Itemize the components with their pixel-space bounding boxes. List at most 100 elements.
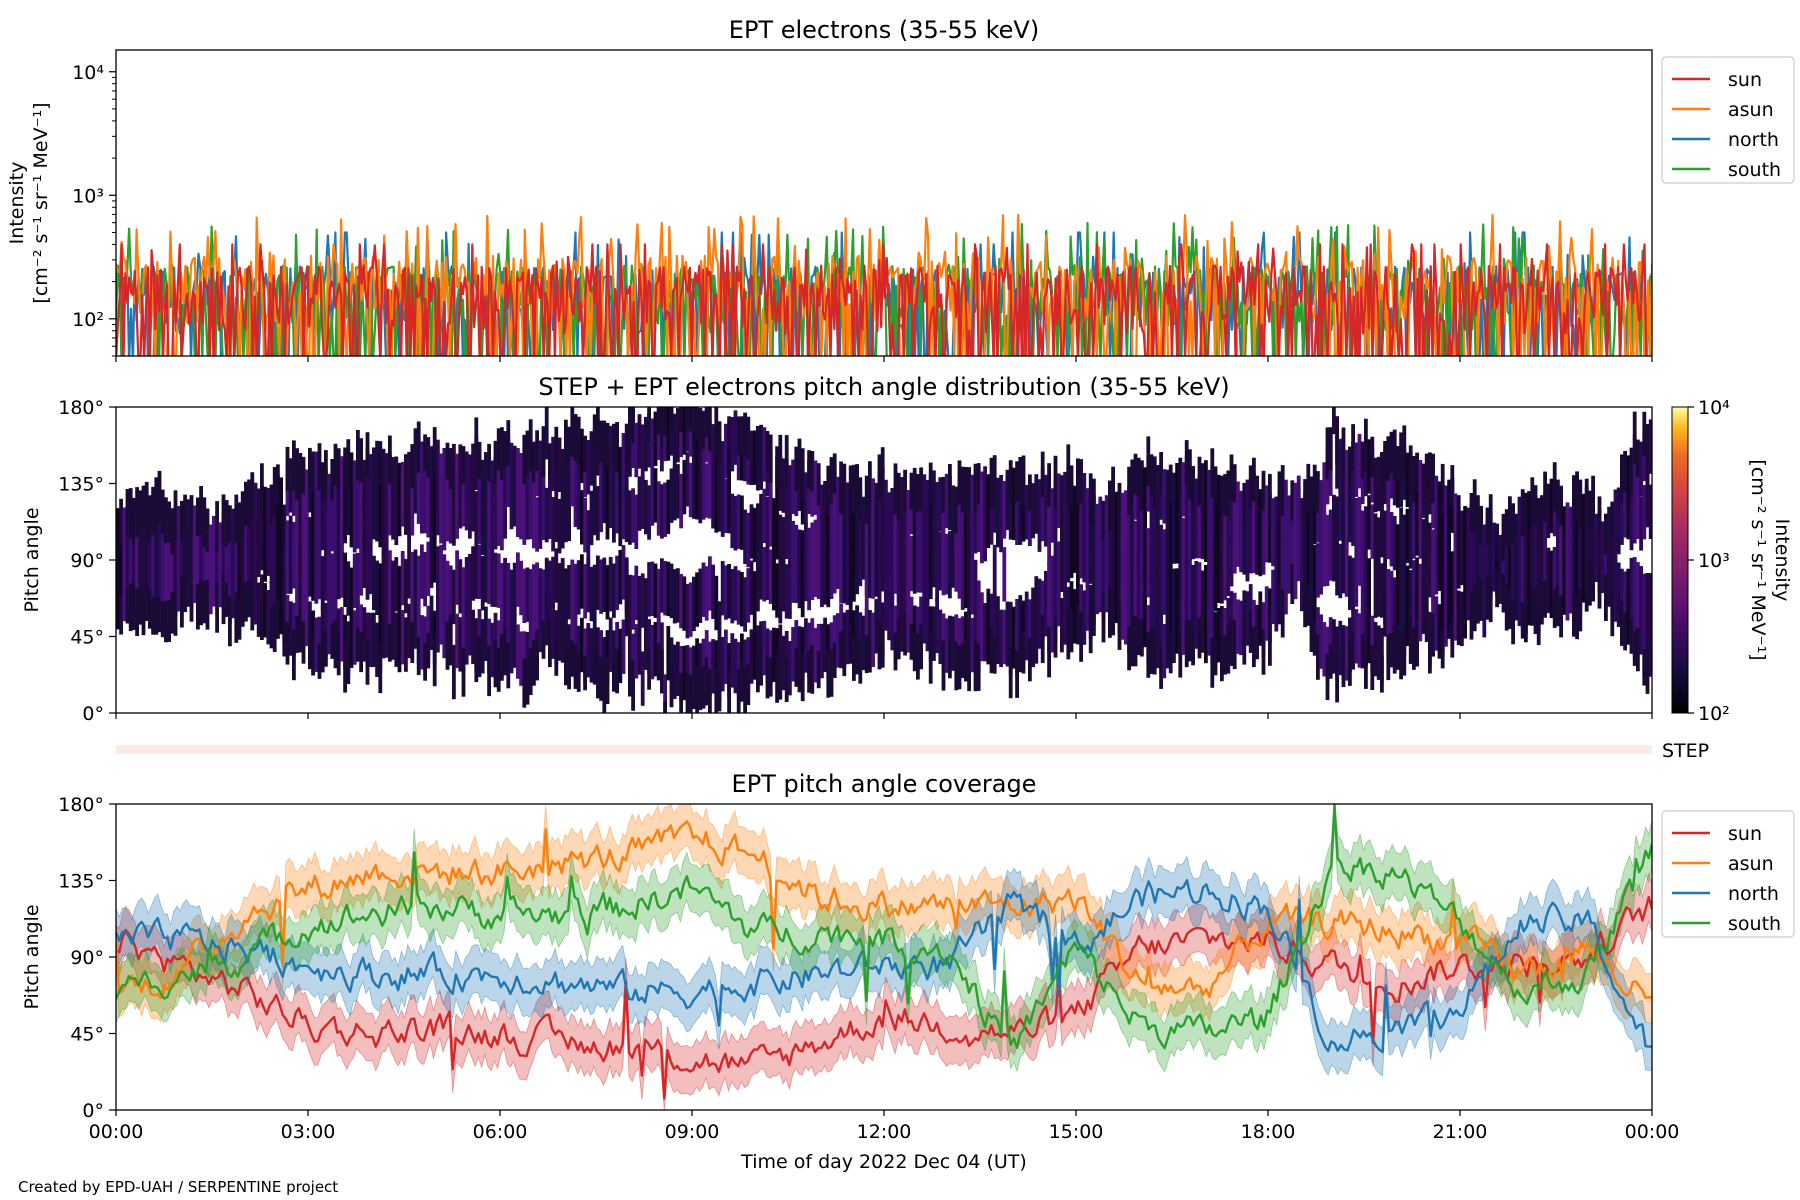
heatmap-cell (1645, 573, 1650, 628)
heatmap-cell (1351, 632, 1355, 670)
heatmap-cell (413, 549, 418, 604)
heatmap-cell (1002, 481, 1007, 536)
heatmap-cell (1143, 520, 1147, 576)
heatmap-cell (1431, 529, 1435, 584)
heatmap-cell (1293, 521, 1298, 576)
heatmap-cell (1524, 492, 1528, 532)
heatmap-cell (503, 557, 507, 613)
heatmap-cell (880, 629, 885, 668)
heatmap-cell (634, 422, 639, 478)
heatmap-cell (480, 459, 485, 515)
heatmap-cell (560, 608, 565, 663)
heatmap-cell (1149, 628, 1154, 674)
heatmap-cell (1424, 549, 1429, 604)
heatmap-cell (1335, 541, 1339, 596)
heatmap-cell (592, 480, 597, 536)
heatmap-cell (1559, 532, 1563, 587)
heatmap-cell (400, 461, 405, 517)
heatmap-cell (1396, 446, 1400, 483)
heatmap-cell (317, 443, 322, 491)
heatmap-cell (400, 550, 405, 606)
heatmap-cell (836, 613, 840, 668)
heatmap-cell (1191, 628, 1195, 666)
legend-label-asun: asun (1728, 99, 1774, 121)
heatmap-cell (880, 519, 885, 574)
heatmap-cell (660, 484, 664, 539)
heatmap-cell (231, 508, 235, 564)
heatmap-cell (1264, 586, 1269, 641)
heatmap-cell (1223, 520, 1227, 576)
heatmap-cell (1632, 631, 1637, 666)
heatmap-cell (1376, 625, 1381, 680)
heatmap-cell (740, 660, 744, 702)
heatmap-cell (1184, 509, 1189, 565)
heatmap-cell (1143, 560, 1147, 615)
heatmap-cell (410, 444, 415, 489)
heatmap-cell (928, 528, 933, 583)
heatmap-cell (1175, 463, 1179, 518)
heatmap-cell (1482, 524, 1487, 579)
heatmap-cell (1159, 524, 1163, 580)
heatmap-cell (1460, 510, 1464, 565)
heatmap-cell (1194, 594, 1199, 649)
heatmap-cell (365, 496, 370, 551)
heatmap-cell (426, 483, 431, 538)
heatmap-cell (976, 643, 981, 691)
heatmap-cell (701, 562, 706, 617)
x-tick-label: 21:00 (1433, 1121, 1488, 1143)
heatmap-cell (583, 564, 587, 619)
heatmap-cell (1248, 611, 1253, 653)
heatmap-cell (781, 458, 786, 513)
heatmap-cell (775, 563, 779, 618)
heatmap-cell (637, 620, 642, 675)
heatmap-cell (1018, 457, 1023, 500)
heatmap-cell (157, 563, 162, 618)
heatmap-cell (1098, 496, 1103, 551)
heatmap-cell (1242, 617, 1247, 665)
heatmap-cell (778, 514, 783, 570)
heatmap-cell (746, 664, 751, 706)
heatmap-cell (1536, 498, 1541, 535)
heatmap-cell (532, 493, 536, 549)
heatmap-cell (346, 439, 351, 492)
heatmap-cell (861, 615, 866, 671)
heatmap-cell (672, 644, 677, 699)
heatmap-cell (1088, 527, 1093, 582)
heatmap-cell (1344, 449, 1349, 505)
heatmap-cell (516, 552, 520, 607)
heatmap-cell (656, 481, 661, 536)
heatmap-cell (1383, 597, 1387, 637)
heatmap-cell (829, 517, 834, 573)
heatmap-cell (938, 609, 943, 664)
heatmap-cell (807, 649, 811, 693)
heatmap-cell (976, 580, 981, 635)
legend-label-sun: sun (1728, 823, 1762, 845)
heatmap-cell (695, 572, 699, 627)
heatmap-cell (743, 412, 747, 456)
heatmap-cell (1085, 521, 1090, 576)
heatmap-cell (858, 477, 863, 521)
heatmap-cell (1364, 559, 1368, 615)
heatmap-cell (615, 649, 619, 694)
heatmap-cell (1108, 587, 1112, 638)
heatmap-cell (317, 506, 322, 561)
heatmap-cell (1578, 588, 1583, 632)
heatmap-cell (749, 430, 754, 486)
heatmap-cell (816, 651, 821, 689)
heatmap-cell (1469, 493, 1474, 533)
heatmap-cell (1232, 464, 1237, 503)
heatmap-cell (813, 628, 818, 683)
heatmap-cell (1645, 424, 1650, 463)
heatmap-cell (346, 648, 351, 685)
heatmap-cell (957, 544, 962, 599)
heatmap-cell (884, 576, 888, 631)
heatmap-cell (938, 477, 943, 532)
heatmap-cell (1284, 507, 1288, 562)
heatmap-cell (682, 645, 687, 701)
heatmap-cell (1152, 563, 1157, 619)
heatmap-cell (349, 493, 354, 548)
heatmap-cell (1344, 626, 1349, 681)
panel2-x-ticks (115, 713, 1653, 719)
colorbar (1671, 406, 1689, 714)
heatmap-cell (896, 472, 901, 520)
